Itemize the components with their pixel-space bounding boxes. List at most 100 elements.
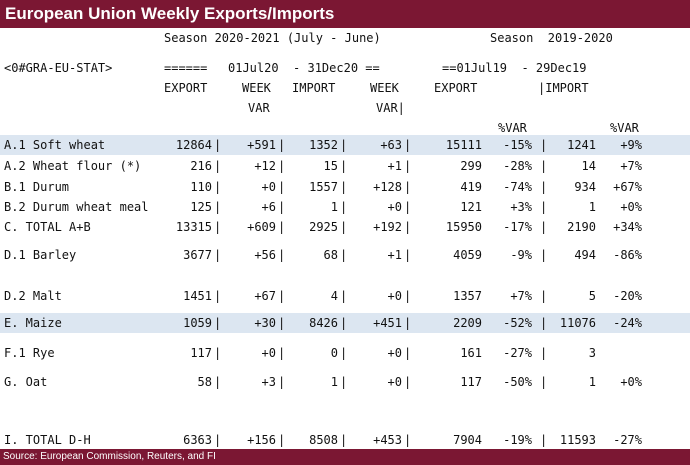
- cell-pev: -9%: [510, 248, 532, 262]
- cell-label: D.1 Barley: [4, 248, 77, 262]
- column-separator: |: [278, 159, 286, 173]
- column-separator: |: [404, 220, 412, 234]
- cell-pexp: 4059: [453, 248, 482, 262]
- column-separator: |: [340, 433, 348, 447]
- cell-ewv: +3: [261, 375, 276, 389]
- column-separator: |: [278, 375, 286, 389]
- column-separator: |: [540, 200, 548, 214]
- cell-import: 1: [330, 375, 338, 389]
- cell-iwv: +1: [387, 159, 402, 173]
- cell-pexp: 121: [460, 200, 482, 214]
- col-var-import: VAR|: [376, 101, 405, 115]
- column-separator: |: [540, 180, 548, 194]
- cell-pexp: 7904: [453, 433, 482, 447]
- column-separator: |: [404, 138, 412, 152]
- column-separator: |: [404, 159, 412, 173]
- cell-ewv: +6: [261, 200, 276, 214]
- column-separator: |: [540, 220, 548, 234]
- column-separator: |: [404, 433, 412, 447]
- cell-import: 1352: [309, 138, 338, 152]
- cell-pev: -15%: [503, 138, 532, 152]
- cell-label: A.2 Wheat flour (*): [4, 159, 142, 173]
- cell-ewv: +591: [247, 138, 276, 152]
- row-highlight-maize: [0, 313, 690, 333]
- cell-export: 117: [190, 346, 212, 360]
- cell-iwv: +0: [387, 200, 402, 214]
- column-separator: |: [340, 138, 348, 152]
- cell-ewv: +12: [254, 159, 276, 173]
- column-separator: |: [340, 375, 348, 389]
- column-separator: |: [540, 375, 548, 389]
- cell-iwv: +63: [380, 138, 402, 152]
- column-separator: |: [540, 138, 548, 152]
- cell-export: 1451: [183, 289, 212, 303]
- cell-pev: -52%: [503, 316, 532, 330]
- cell-pimp: 494: [574, 248, 596, 262]
- cell-piv: +7%: [620, 159, 642, 173]
- cell-import: 0: [330, 346, 338, 360]
- col-prior-import: |IMPORT: [538, 81, 589, 95]
- cell-ewv: +67: [254, 289, 276, 303]
- column-separator: |: [214, 289, 222, 303]
- cell-export: 13315: [175, 220, 212, 234]
- cell-piv: -27%: [613, 433, 642, 447]
- column-separator: |: [278, 316, 286, 330]
- cell-pimp: 1: [588, 200, 596, 214]
- cell-pimp: 11593: [559, 433, 596, 447]
- cell-iwv: +451: [373, 316, 402, 330]
- column-separator: |: [278, 180, 286, 194]
- cell-pimp: 5: [588, 289, 596, 303]
- column-separator: |: [404, 316, 412, 330]
- season-prior: Season 2019-2020: [490, 31, 613, 45]
- column-separator: |: [278, 248, 286, 262]
- cell-piv: -24%: [613, 316, 642, 330]
- cell-label: D.2 Malt: [4, 289, 62, 303]
- column-separator: |: [214, 200, 222, 214]
- column-separator: |: [404, 248, 412, 262]
- column-separator: |: [340, 289, 348, 303]
- cell-pev: +7%: [510, 289, 532, 303]
- column-separator: |: [278, 200, 286, 214]
- cell-ewv: +56: [254, 248, 276, 262]
- season-current: Season 2020-2021 (July - June): [164, 31, 381, 45]
- cell-ewv: +0: [261, 180, 276, 194]
- cell-piv: -86%: [613, 248, 642, 262]
- cell-piv: +34%: [613, 220, 642, 234]
- column-separator: |: [540, 316, 548, 330]
- col-prior-export: EXPORT: [434, 81, 478, 95]
- cell-pimp: 3: [588, 346, 596, 360]
- cell-label: G. Oat: [4, 375, 48, 389]
- cell-import: 8508: [309, 433, 338, 447]
- column-separator: |: [214, 346, 222, 360]
- cell-import: 1557: [309, 180, 338, 194]
- column-separator: |: [278, 346, 286, 360]
- cell-label: B.1 Durum: [4, 180, 70, 194]
- column-separator: |: [214, 375, 222, 389]
- cell-pimp: 11076: [559, 316, 596, 330]
- cell-pimp: 1241: [567, 138, 596, 152]
- cell-pev: +3%: [510, 200, 532, 214]
- column-separator: |: [404, 180, 412, 194]
- cell-import: 8426: [309, 316, 338, 330]
- cell-iwv: +453: [373, 433, 402, 447]
- cell-export: 216: [190, 159, 212, 173]
- column-separator: |: [540, 159, 548, 173]
- column-separator: |: [540, 433, 548, 447]
- cell-label: A.1 Soft wheat: [4, 138, 106, 152]
- cell-export: 110: [190, 180, 212, 194]
- col-export: EXPORT: [164, 81, 208, 95]
- column-separator: |: [214, 316, 222, 330]
- column-separator: |: [540, 346, 548, 360]
- cell-export: 3677: [183, 248, 212, 262]
- cell-pexp: 299: [460, 159, 482, 173]
- ric-code: <0#GRA-EU-STAT>: [4, 61, 113, 75]
- column-separator: |: [278, 433, 286, 447]
- column-separator: |: [540, 248, 548, 262]
- cell-iwv: +128: [373, 180, 402, 194]
- cell-pexp: 15111: [445, 138, 482, 152]
- cell-import: 15: [323, 159, 338, 173]
- column-separator: |: [340, 159, 348, 173]
- col-week-import: WEEK: [370, 81, 399, 95]
- column-separator: |: [340, 248, 348, 262]
- cell-pimp: 934: [574, 180, 596, 194]
